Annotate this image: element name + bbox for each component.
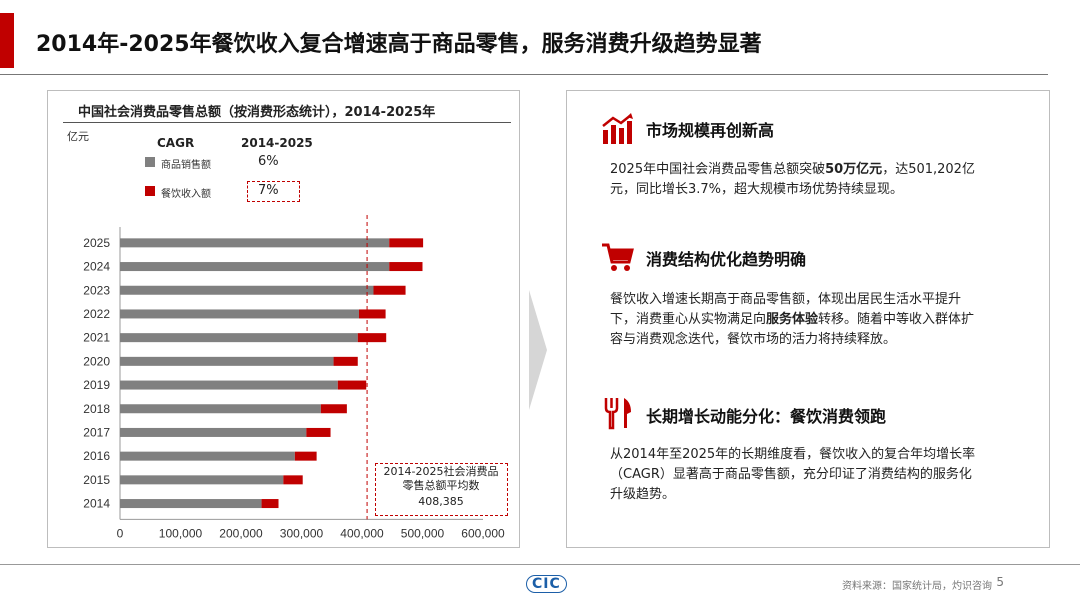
x-tick-label: 600,000 <box>461 526 505 540</box>
average-callout-box <box>375 463 508 516</box>
body-text: 转移。随着中等收入群体扩容与消费观念迭代，餐饮市场的活力将持续释放。 <box>610 312 975 347</box>
y-tick-label: 2020 <box>83 354 110 368</box>
bar-catering-revenue <box>261 499 279 509</box>
y-tick-label: 2024 <box>83 260 110 274</box>
bar-goods-sales <box>120 475 284 485</box>
bar-goods-sales <box>120 333 358 343</box>
chevron-right-icon <box>529 290 547 410</box>
bar-goods-sales <box>120 404 321 414</box>
page-number: 5 <box>996 575 1004 589</box>
y-tick-label: 2015 <box>83 473 110 487</box>
bar-goods-sales <box>120 451 295 461</box>
bar-catering-revenue <box>320 404 347 414</box>
y-tick-label: 2019 <box>83 378 110 392</box>
section-body-structure: 餐饮收入增速长期高于商品零售额，体现出居民生活水平提升下，消费重心从实物满足向服… <box>610 290 982 350</box>
chart-title-divider <box>63 122 511 123</box>
legend-label-goods: 商品销售额 <box>161 160 211 171</box>
x-tick-label: 0 <box>117 526 124 540</box>
body-text: 2025年中国社会消费品零售总额突破 <box>610 162 826 177</box>
bar-goods-sales <box>120 356 334 366</box>
legend-cagr-header: CAGR <box>157 136 195 150</box>
y-axis-unit: 亿元 <box>67 130 89 143</box>
highlight-box <box>247 181 300 202</box>
x-tick-label: 100,000 <box>159 526 203 540</box>
bar-catering-revenue <box>373 285 406 295</box>
legend-swatch-catering <box>145 186 155 196</box>
y-tick-label: 2021 <box>83 331 110 345</box>
section-body-market: 2025年中国社会消费品零售总额突破50万亿元，达501,202亿元，同比增长3… <box>610 160 982 200</box>
shopping-cart-icon <box>602 243 634 271</box>
bar-catering-revenue <box>306 427 331 437</box>
body-text: 餐饮收入增速长期高于商品零售额，体现出居民生活水平提升下，消费重心从实物满足向 <box>610 292 962 327</box>
legend-cagr-goods: 6% <box>258 154 279 169</box>
bar-catering-revenue <box>283 475 303 485</box>
bar-goods-sales <box>120 309 359 319</box>
bar-catering-revenue <box>337 380 367 390</box>
bar-goods-sales <box>120 380 338 390</box>
bar-goods-sales <box>120 285 374 295</box>
chart-title: 中国社会消费品零售总额（按消费形态统计），2014-2025年 <box>78 105 436 120</box>
bar-goods-sales <box>120 499 262 509</box>
body-emphasis: 50万亿元 <box>825 162 883 177</box>
legend-swatch-goods <box>145 157 155 167</box>
bar-catering-revenue <box>357 333 387 343</box>
y-tick-label: 2014 <box>83 497 110 511</box>
section-title-structure: 消费结构优化趋势明确 <box>646 250 807 269</box>
source-note: 资料来源：国家统计局，灼识咨询 <box>842 581 992 592</box>
bar-catering-revenue <box>333 356 358 366</box>
bar-goods-sales <box>120 427 307 437</box>
section-title-market: 市场规模再创新高 <box>646 121 775 140</box>
y-tick-label: 2017 <box>83 425 110 439</box>
bar-catering-revenue <box>389 262 423 272</box>
average-callout-label: 2014-2025社会消费品零售总额平均数 <box>383 465 499 492</box>
y-tick-label: 2022 <box>83 307 110 321</box>
legend-label-catering: 餐饮收入额 <box>161 189 211 200</box>
title-divider <box>0 74 1048 75</box>
section-body-growth: 从2014年至2025年的长期维度看，餐饮收入的复合年均增长率（CAGR）显著高… <box>610 445 982 505</box>
y-tick-label: 2025 <box>83 236 110 250</box>
body-text: 从2014年至2025年的长期维度看，餐饮收入的复合年均增长率（CAGR）显著高… <box>610 447 976 502</box>
x-tick-label: 500,000 <box>401 526 445 540</box>
y-tick-label: 2018 <box>83 402 110 416</box>
growth-chart-icon <box>602 113 633 144</box>
bar-catering-revenue <box>389 238 424 248</box>
average-callout-value: 408,385 <box>418 495 464 508</box>
legend-cagr-catering: 7% <box>258 183 279 198</box>
fork-knife-icon <box>604 398 631 430</box>
title-accent-bar <box>0 13 14 68</box>
legend-period-header: 2014-2025 <box>241 136 313 150</box>
page-title: 2014年-2025年餐饮收入复合增速高于商品零售，服务消费升级趋势显著 <box>36 32 762 57</box>
cic-logo: CIC <box>526 575 567 593</box>
bar-goods-sales <box>120 238 390 248</box>
body-text: ，达501,202亿元，同比增长3.7%，超大规模市场优势持续显现。 <box>610 162 975 197</box>
y-tick-label: 2023 <box>83 283 110 297</box>
bar-goods-sales <box>120 262 390 272</box>
bar-catering-revenue <box>358 309 386 319</box>
x-tick-label: 400,000 <box>340 526 384 540</box>
x-tick-label: 300,000 <box>280 526 324 540</box>
body-emphasis: 服务体验 <box>766 312 819 327</box>
section-title-growth: 长期增长动能分化：餐饮消费领跑 <box>646 407 887 426</box>
footer-divider <box>0 564 1080 565</box>
y-tick-label: 2016 <box>83 449 110 463</box>
x-tick-label: 200,000 <box>219 526 263 540</box>
bar-catering-revenue <box>294 451 317 461</box>
insights-panel <box>566 90 1050 548</box>
